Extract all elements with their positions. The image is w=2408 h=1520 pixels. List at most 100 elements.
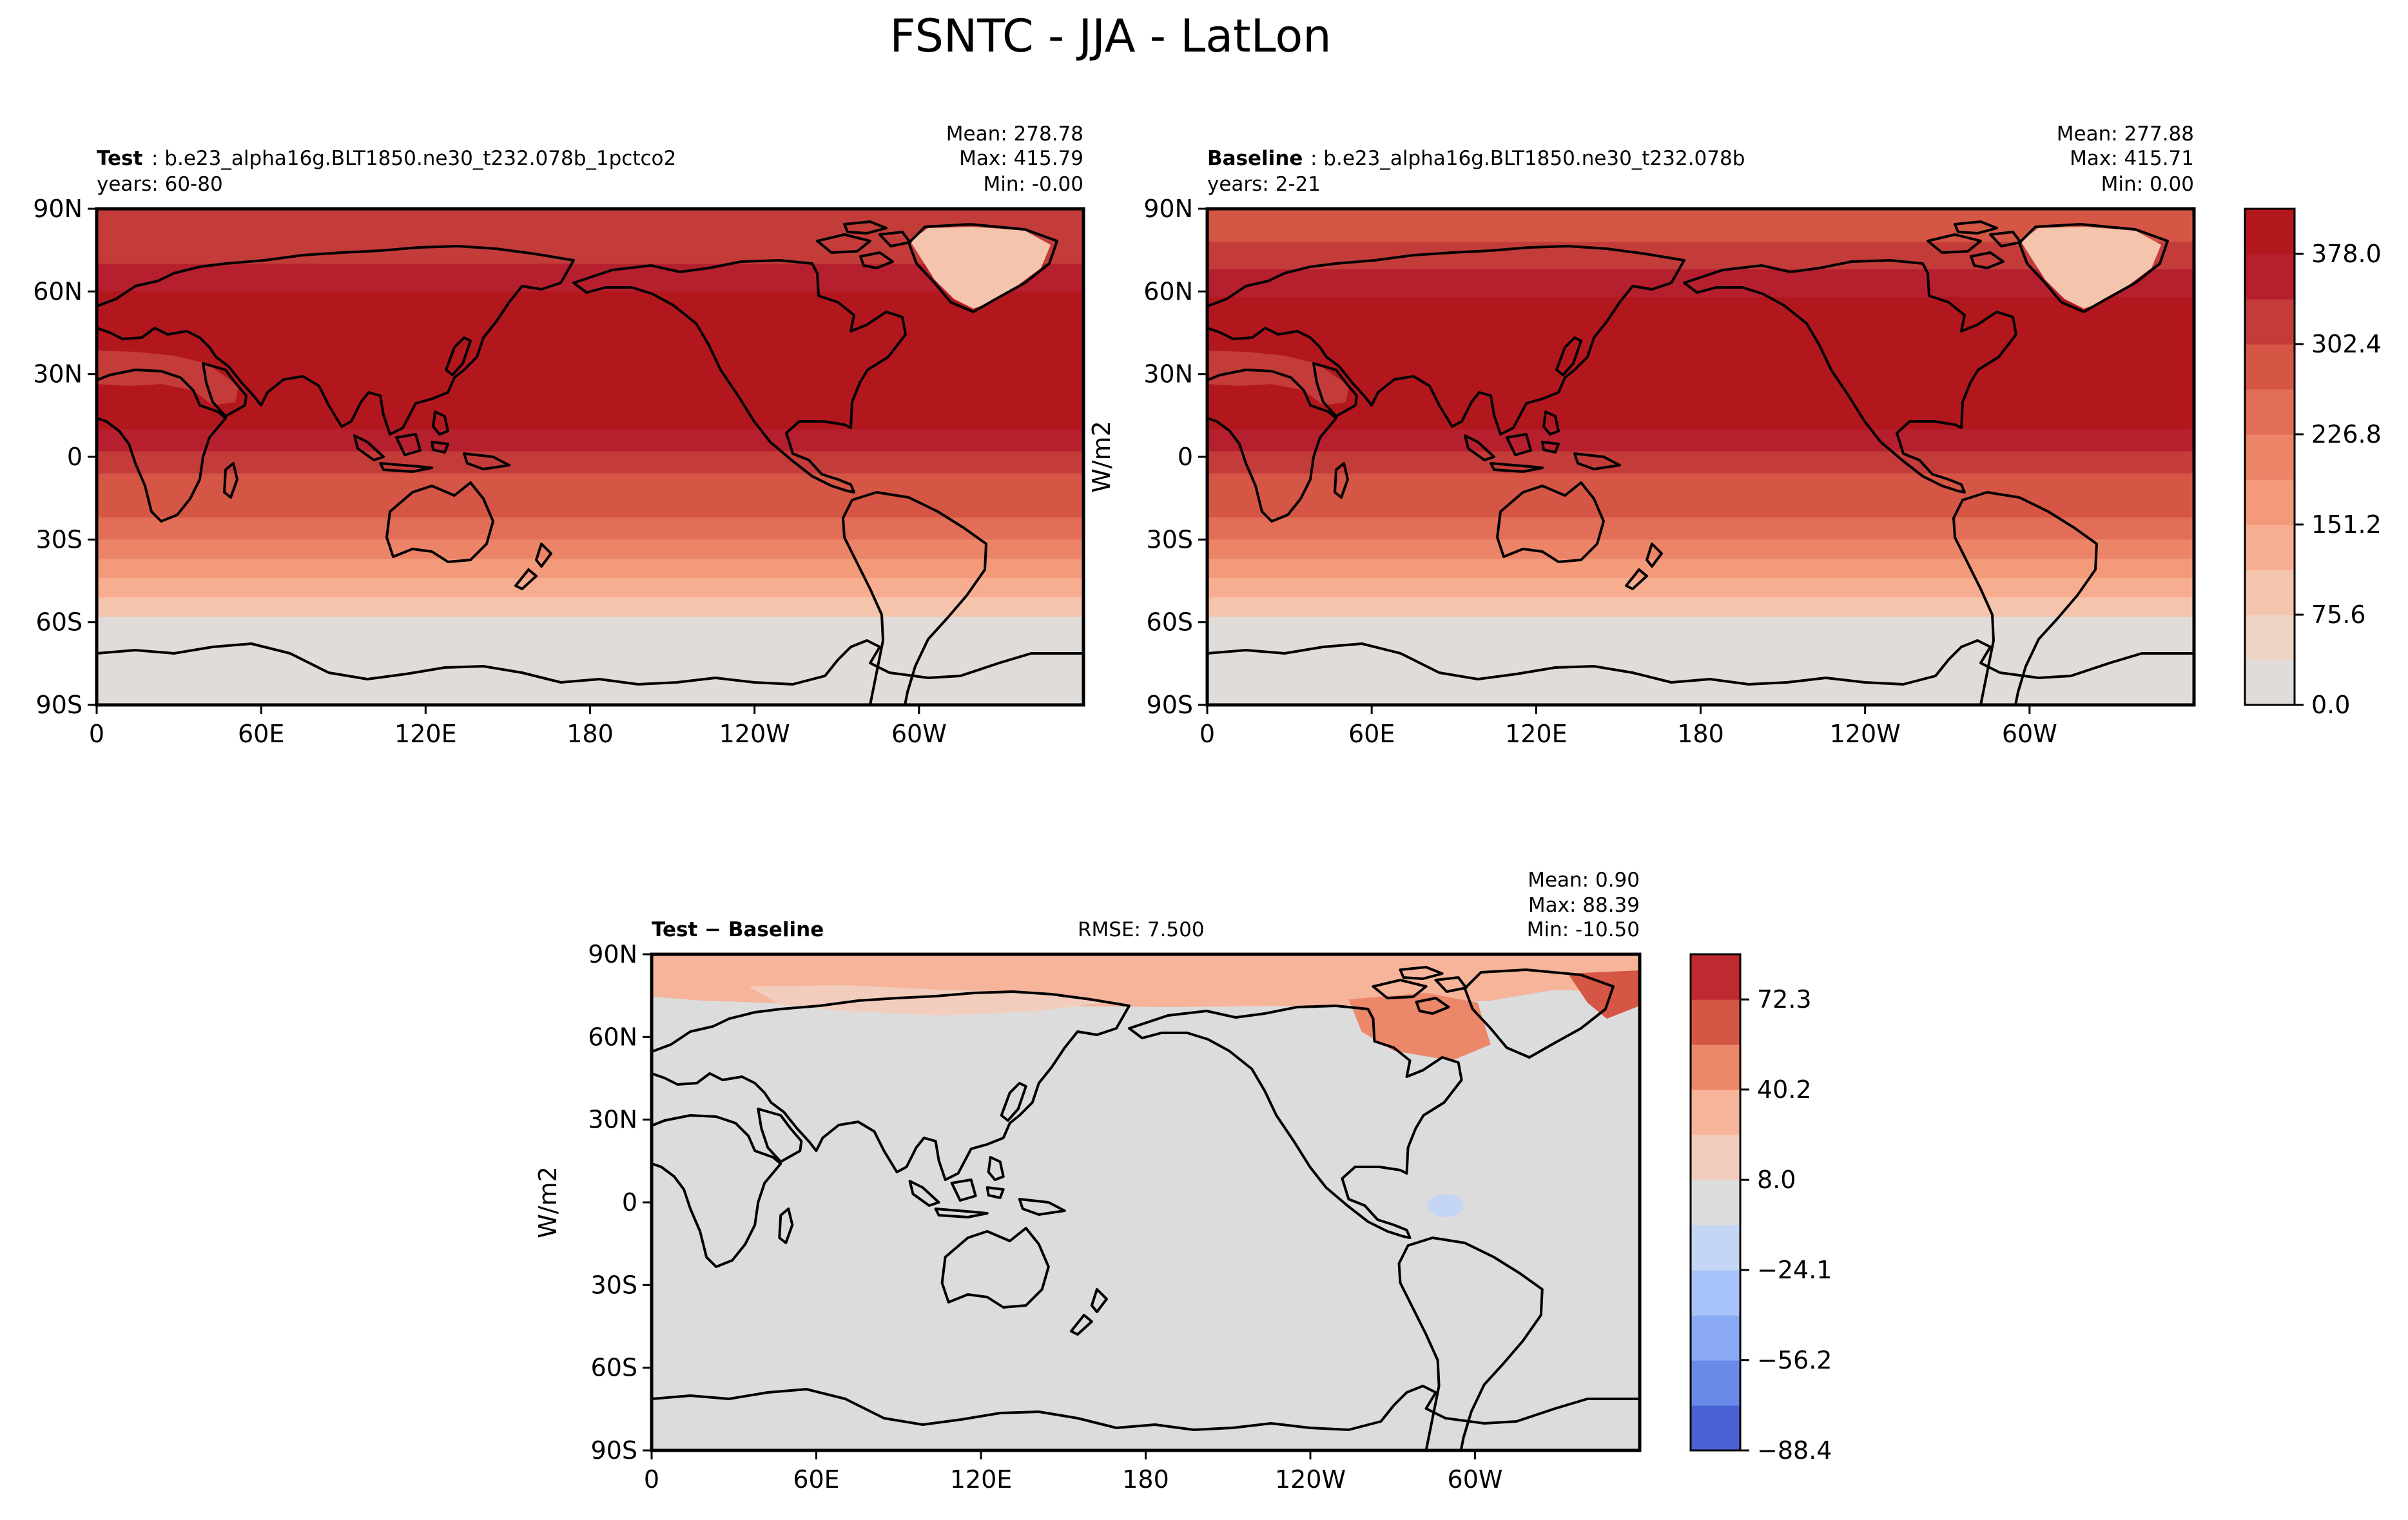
figure-title: FSNTC - JJA - LatLon <box>889 10 1331 63</box>
band-3 <box>1207 296 2194 430</box>
y-tick-label: 60S <box>591 1354 637 1382</box>
x-tick-label: 60W <box>1448 1465 1503 1494</box>
x-tick-label: 60W <box>891 720 947 748</box>
x-tick-label: 60E <box>793 1465 839 1494</box>
y-tick-label: 0 <box>1178 443 1193 471</box>
band-4 <box>97 429 1083 452</box>
colorbar-swatch <box>2245 570 2295 615</box>
stat-mean: Mean: 0.90 <box>1528 869 1640 892</box>
y-tick-label: 0 <box>67 443 83 471</box>
band-6 <box>97 473 1083 496</box>
y-tick-label: 60N <box>588 1023 637 1051</box>
colorbar-swatch <box>2245 479 2295 525</box>
stat-max: Max: 415.71 <box>2070 147 2194 170</box>
colorbar-tick-label: −24.1 <box>1757 1256 1832 1284</box>
panel-label-rest: : b.e23_alpha16g.BLT1850.ne30_t232.078b <box>1310 147 1745 170</box>
colorbar-tick-label: −88.4 <box>1757 1436 1832 1465</box>
colorbar-swatch <box>1691 1360 1740 1406</box>
stat-min: Min: -10.50 <box>1527 918 1640 941</box>
x-tick-label: 120W <box>1830 720 1901 748</box>
x-tick-label: 120E <box>1505 720 1568 748</box>
y-tick-label: 60N <box>33 277 83 305</box>
band-3 <box>97 291 1083 430</box>
map-baseline <box>1207 209 2194 705</box>
y-tick-label: 30N <box>588 1106 637 1134</box>
panel-baseline: Baseline : b.e23_alpha16g.BLT1850.ne30_t… <box>1087 122 2196 748</box>
panel-years: years: 60-80 <box>97 173 223 196</box>
colorbar-swatch <box>2245 254 2295 300</box>
y-axis-label: W/m2 <box>534 1166 562 1238</box>
y-tick-label: 60N <box>1143 277 1193 305</box>
panel-label-bold: Baseline <box>1207 147 1303 170</box>
band-12 <box>97 597 1083 617</box>
band-8 <box>97 517 1083 540</box>
y-tick-label: 90N <box>33 195 83 223</box>
band-9 <box>97 539 1083 559</box>
x-tick-label: 60W <box>2002 720 2057 748</box>
x-tick-label: 120W <box>1275 1465 1346 1494</box>
colorbar-swatch <box>2245 660 2295 706</box>
y-tick-label: 90S <box>36 691 83 719</box>
band-12 <box>1207 597 2194 617</box>
colorbar-swatch <box>2245 434 2295 480</box>
stat-max: Max: 415.79 <box>959 147 1083 170</box>
colorbar-swatch <box>2245 524 2295 570</box>
band-11 <box>97 578 1083 598</box>
colorbar-swatch <box>1691 1315 1740 1361</box>
colorbar-swatch <box>1691 1180 1740 1226</box>
stat-min: Min: -0.00 <box>983 173 1083 196</box>
colorbar-swatch <box>2245 615 2295 660</box>
x-tick-label: 60E <box>1348 720 1395 748</box>
band-5 <box>1207 451 2194 474</box>
rmse-label: RMSE: 7.500 <box>1078 918 1205 941</box>
colorbar-swatch <box>1691 1135 1740 1180</box>
region-greenland <box>910 227 1051 309</box>
colorbar-swatch <box>1691 1225 1740 1271</box>
colorbar-swatch <box>1691 954 1740 1000</box>
colorbar-tick-label: −56.2 <box>1757 1346 1832 1374</box>
band-10 <box>1207 559 2194 579</box>
x-tick-label: 0 <box>89 720 104 748</box>
colorbar-tick-label: 72.3 <box>1757 985 1812 1014</box>
colorbar-swatch <box>2245 344 2295 390</box>
y-tick-label: 60S <box>1147 608 1193 637</box>
colorbar-tick-label: 40.2 <box>1757 1075 1812 1104</box>
colorbar-tick-label: 151.2 <box>2311 510 2382 539</box>
band-6 <box>1207 473 2194 496</box>
y-tick-label: 90S <box>591 1436 637 1465</box>
map-test <box>97 209 1083 705</box>
x-tick-label: 180 <box>1677 720 1724 748</box>
panel-years: years: 2-21 <box>1207 173 1321 196</box>
panel-label: Test − Baseline <box>652 918 824 941</box>
x-tick-label: 120E <box>394 720 457 748</box>
band-4 <box>1207 429 2194 452</box>
x-tick-label: 0 <box>1199 720 1215 748</box>
region-greenland <box>2021 227 2161 309</box>
panel-label-bold: Test <box>97 147 143 170</box>
colorbar-swatch <box>1691 1090 1740 1135</box>
colorbar-full-field: 0.0 75.6 151.2 226.8 302.4 378.0 <box>2244 207 2382 719</box>
colorbar-swatch <box>1691 1270 1740 1316</box>
axes-test: 0 60E 120E 180 120W 60W 90N 60N 30N 0 30S 60S 90S <box>33 195 947 748</box>
x-tick-label: 120E <box>950 1465 1013 1494</box>
colorbar-swatch <box>1691 999 1740 1045</box>
colorbar-tick-label: 8.0 <box>1757 1166 1796 1194</box>
y-tick-label: 0 <box>622 1188 637 1217</box>
greenland-margin <box>1568 970 1640 1019</box>
y-tick-label: 30N <box>33 360 83 389</box>
x-tick-label: 180 <box>567 720 614 748</box>
colorbar-tick-label: 75.6 <box>2311 601 2366 629</box>
y-tick-label: 30N <box>1143 360 1193 389</box>
colorbar-swatch <box>2245 389 2295 435</box>
colorbar-tick-label: 226.8 <box>2311 420 2382 448</box>
stat-max: Max: 88.39 <box>1528 894 1640 917</box>
panel-test: Test : b.e23_alpha16g.BLT1850.ne30_t232.… <box>33 122 1085 748</box>
y-tick-label: 90S <box>1147 691 1193 719</box>
colorbar-tick-label: 378.0 <box>2311 240 2382 268</box>
stat-mean: Mean: 277.88 <box>2057 122 2194 146</box>
band-7 <box>97 495 1083 518</box>
y-tick-label: 90N <box>1143 195 1193 223</box>
band-5 <box>97 451 1083 474</box>
panel-label-rest: : b.e23_alpha16g.BLT1850.ne30_t232.078b_… <box>151 147 676 170</box>
y-tick-label: 30S <box>1147 525 1193 553</box>
